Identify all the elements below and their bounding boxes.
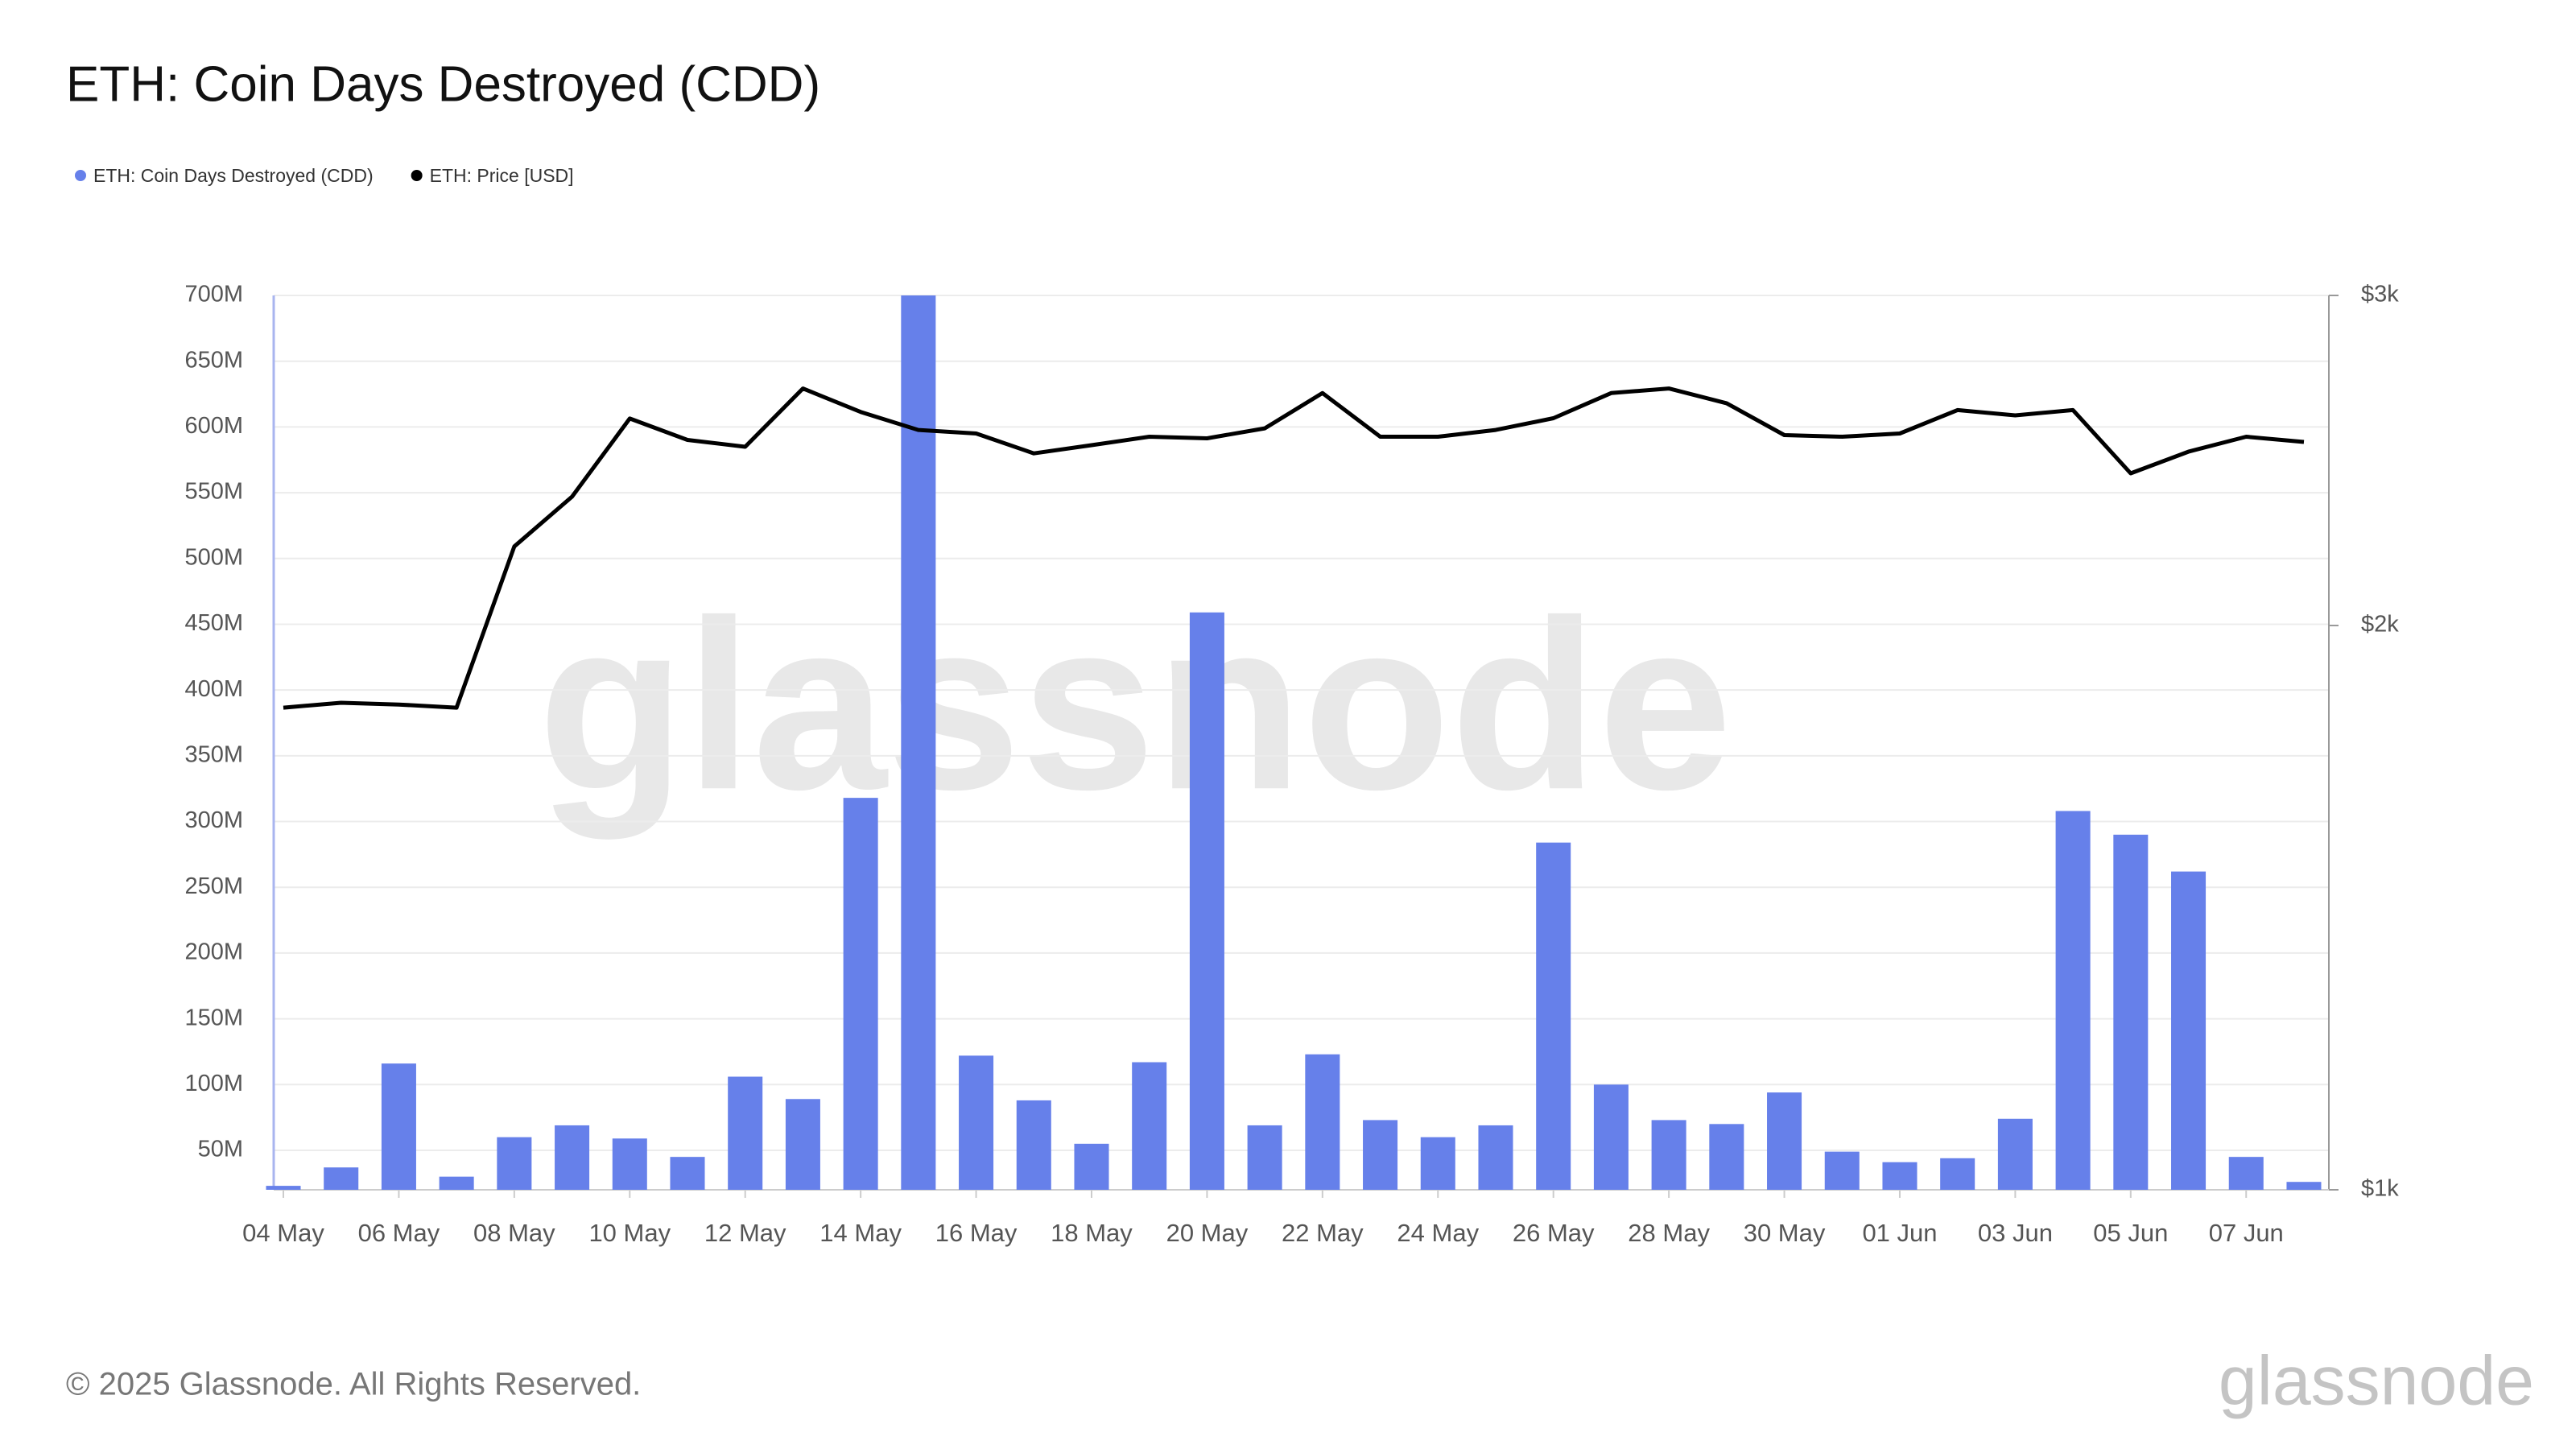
bar [785, 1099, 820, 1190]
x-tick-label: 28 May [1628, 1219, 1710, 1247]
bar [1247, 1125, 1282, 1190]
y-tick-label: 250M [184, 873, 243, 899]
bar [2228, 1157, 2264, 1190]
y2-tick-label: $2k [2361, 612, 2399, 638]
bar [381, 1063, 416, 1190]
x-tick-label: 06 May [358, 1219, 440, 1247]
y-tick-label: 500M [184, 544, 243, 570]
x-tick-label: 03 Jun [1978, 1219, 2053, 1247]
y-tick-label: 600M [184, 413, 243, 439]
x-tick-label: 01 Jun [1862, 1219, 1937, 1247]
y-tick-label: 450M [184, 610, 243, 636]
bar [2286, 1182, 2322, 1190]
x-tick-label: 12 May [704, 1219, 786, 1247]
bar [1420, 1137, 1455, 1190]
bar [2171, 871, 2207, 1190]
bar [1536, 842, 1571, 1190]
logo: glassnode [2219, 1343, 2534, 1420]
bar [555, 1125, 590, 1190]
bar [1997, 1118, 2033, 1190]
plot: 50M 100M 150M 200M 250M 300M 350M 400M 450M 500M 5… [184, 282, 2399, 1248]
y-tick-label: 150M [184, 1005, 243, 1030]
y-tick-label: 550M [184, 479, 243, 505]
bar [1074, 1143, 1109, 1190]
y2-tick-label: $1k [2361, 1176, 2399, 1202]
bar [439, 1176, 474, 1190]
bar [1824, 1151, 1860, 1190]
bar [1189, 612, 1224, 1190]
y-tick-label: 400M [184, 676, 243, 702]
x-tick-label: 10 May [588, 1219, 671, 1247]
bar [324, 1167, 359, 1190]
bar [1767, 1092, 1802, 1190]
bar [2113, 834, 2149, 1190]
x-tick-label: 20 May [1166, 1219, 1249, 1247]
watermark: glassnode [538, 569, 1732, 841]
y-tick-label: 350M [184, 741, 243, 767]
x-tick-label: 30 May [1744, 1219, 1826, 1247]
x-tick-label: 14 May [819, 1219, 902, 1247]
x-tick-label: 05 Jun [2093, 1219, 2168, 1247]
y2-tick-label: $3k [2361, 282, 2399, 308]
x-tick-label: 18 May [1051, 1219, 1133, 1247]
y-tick-label: 50M [198, 1137, 243, 1162]
y-tick-label: 650M [184, 347, 243, 373]
bar [1016, 1100, 1051, 1190]
legend-label: ETH: Coin Days Destroyed (CDD) [93, 165, 374, 186]
bar [728, 1076, 763, 1190]
footer: © 2025 Glassnode. All Rights Reserved. [66, 1367, 641, 1402]
bar [670, 1157, 705, 1190]
x-tick-label: 22 May [1282, 1219, 1364, 1247]
bar [1651, 1120, 1686, 1190]
bar [1709, 1124, 1744, 1190]
x-tick-label: 04 May [242, 1219, 324, 1247]
legend-marker [75, 170, 86, 181]
bar [1132, 1062, 1167, 1190]
bar [843, 798, 878, 1190]
legend: ETH: Coin Days Destroyed (CDD) ETH: Price… [75, 165, 574, 186]
bar [959, 1055, 994, 1190]
bar [2055, 811, 2091, 1190]
bar [1478, 1125, 1513, 1190]
x-tick-label: 26 May [1513, 1219, 1595, 1247]
legend-marker [411, 170, 423, 181]
bar [1305, 1054, 1340, 1190]
bar [901, 295, 936, 1190]
y-tick-label: 300M [184, 807, 243, 833]
bar [1940, 1158, 1975, 1190]
x-tick-label: 24 May [1397, 1219, 1479, 1247]
bar [266, 1186, 301, 1190]
y-tick-label: 200M [184, 939, 243, 965]
legend-label: ETH: Price [USD] [430, 165, 574, 186]
y-tick-label: 100M [184, 1071, 243, 1096]
x-tick-label: 07 Jun [2209, 1219, 2284, 1247]
bar [497, 1137, 532, 1190]
bar [1593, 1084, 1629, 1190]
bar [1882, 1162, 1918, 1190]
x-tick-label: 08 May [473, 1219, 555, 1247]
x-tick-label: 16 May [935, 1219, 1018, 1247]
price-line [283, 386, 2305, 710]
bar [1363, 1120, 1398, 1190]
bar [612, 1138, 647, 1190]
chart-title: ETH: Coin Days Destroyed (CDD) [66, 56, 820, 112]
y-tick-label: 700M [184, 282, 243, 308]
